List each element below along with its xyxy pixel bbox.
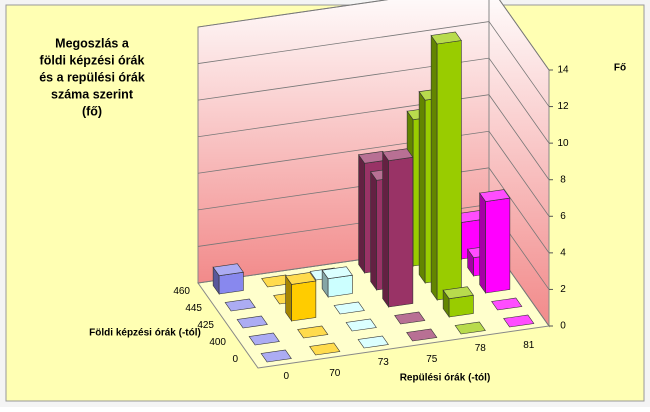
- bar: [479, 189, 511, 294]
- bar-side: [382, 151, 389, 308]
- bar: [345, 318, 377, 332]
- bar: [430, 31, 462, 301]
- chart-title: száma szerint: [51, 87, 134, 101]
- x-tick-label: 78: [475, 343, 487, 354]
- bar-top: [261, 274, 293, 288]
- bar-top: [285, 272, 317, 285]
- bar-front: [388, 156, 414, 308]
- bar-front: [485, 197, 511, 294]
- grid-line: [197, 21, 550, 107]
- bar-top: [357, 335, 389, 349]
- z-tick-label: 10: [557, 138, 569, 149]
- bar-front: [291, 280, 317, 322]
- bar-top: [345, 318, 377, 332]
- z-tick-label: 14: [557, 65, 569, 76]
- bar: [491, 297, 523, 311]
- bar: [212, 263, 244, 295]
- bar-top: [430, 31, 462, 45]
- bar: [248, 332, 280, 346]
- z-tick-label: 6: [560, 211, 566, 222]
- z-tick-label: 2: [560, 284, 566, 295]
- bar: [454, 321, 486, 335]
- grid-line: [197, 57, 550, 144]
- bar-top: [248, 332, 280, 346]
- bar: [261, 274, 293, 288]
- bar-top: [394, 311, 426, 325]
- bar: [236, 315, 268, 329]
- chart-title: földi képzési órák: [40, 53, 145, 67]
- bar: [406, 328, 438, 342]
- bar: [394, 311, 426, 325]
- bar: [442, 286, 474, 318]
- bar: [224, 298, 256, 312]
- x-tick-label: 81: [523, 340, 535, 351]
- bar-side: [370, 170, 377, 291]
- grid-line: [197, 130, 550, 217]
- bar-top: [442, 286, 474, 300]
- bar-top: [358, 150, 390, 164]
- x-tick-label: 73: [378, 357, 390, 368]
- bar: [382, 148, 414, 308]
- bar: [297, 325, 329, 339]
- bar: [285, 272, 317, 322]
- bar-front: [436, 40, 462, 301]
- title: Megoszlás a földi képzési órák és a repülé…: [39, 36, 145, 118]
- bar-top: [503, 314, 535, 328]
- bar: [357, 335, 389, 349]
- bar-top: [333, 301, 365, 315]
- bar-top: [406, 328, 438, 342]
- chart-title: (fő): [82, 104, 102, 118]
- bar-top: [224, 298, 256, 312]
- chart-title: Megoszlás a: [55, 36, 130, 50]
- depth-tick-label: 400: [209, 337, 226, 348]
- bar-side: [358, 153, 365, 274]
- depth-tick-label: 425: [197, 320, 214, 331]
- bar-top: [382, 148, 414, 162]
- bar-top: [454, 321, 486, 335]
- bar-top: [491, 297, 523, 311]
- bar-top: [297, 325, 329, 339]
- depth-axis-title: Földi képzési órák (-tól): [89, 328, 201, 339]
- z-axis-title: Fő: [614, 63, 626, 74]
- bar-side: [418, 90, 426, 284]
- x-axis-title: Repülési órák (-tól): [400, 373, 491, 384]
- grid-line: [197, 0, 550, 71]
- bar-side: [430, 34, 438, 301]
- bar: [333, 301, 365, 315]
- depth-tick-label: 0: [232, 354, 238, 365]
- grid-line: [197, 167, 550, 254]
- bar-side: [479, 192, 486, 294]
- x-tick-label: 70: [329, 368, 341, 379]
- grid-line: [197, 94, 550, 180]
- z-tick-label: 4: [560, 247, 566, 258]
- bar: [321, 266, 353, 298]
- bar-top: [309, 342, 341, 356]
- bar-top: [260, 349, 292, 363]
- depth-tick-label: 445: [185, 303, 202, 314]
- bar: [309, 342, 341, 356]
- depth-tick-label: 460: [173, 286, 190, 297]
- bar-top: [236, 315, 268, 329]
- bar: [260, 349, 292, 363]
- chart-title: és a repülési órák: [39, 70, 145, 84]
- bar-top: [212, 263, 244, 277]
- bar: [503, 314, 535, 328]
- x-tick-label: 75: [426, 354, 438, 365]
- z-tick-label: 0: [560, 321, 566, 332]
- bar-top: [479, 189, 511, 202]
- z-tick-label: 8: [560, 174, 566, 185]
- x-tick-label: 0: [283, 371, 289, 382]
- z-tick-label: 12: [557, 101, 569, 112]
- bar-top: [321, 266, 353, 280]
